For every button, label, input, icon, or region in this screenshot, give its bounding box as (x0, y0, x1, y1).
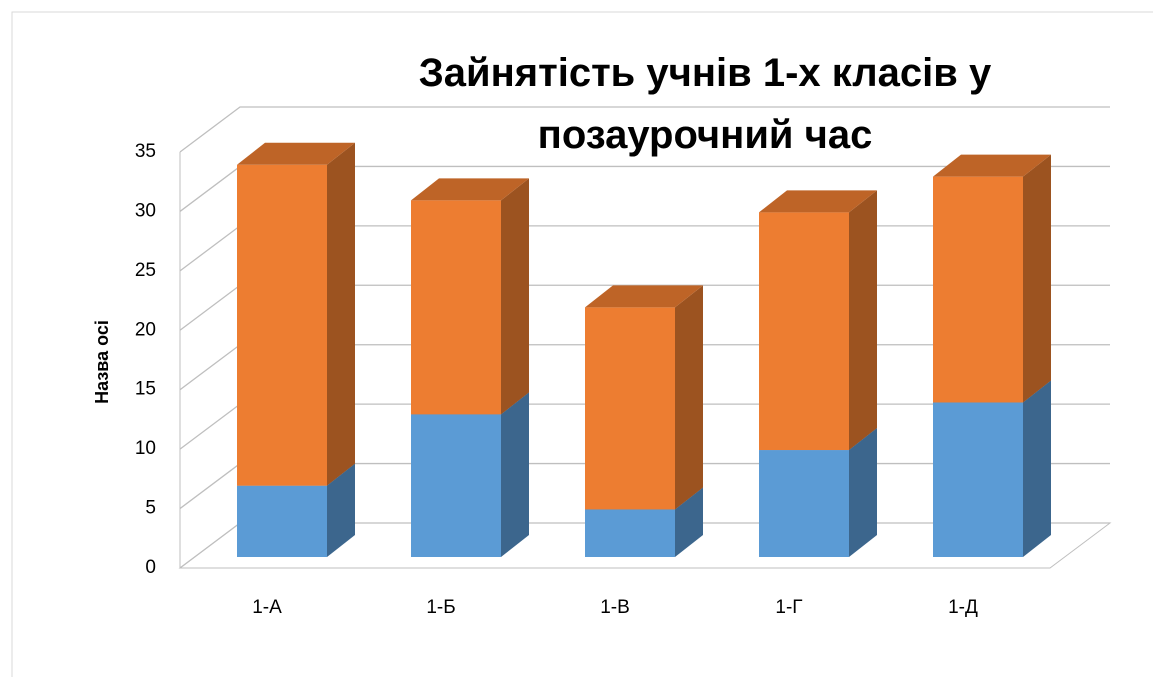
bar-top (411, 178, 529, 201)
y-tick-label: 20 (135, 319, 156, 340)
bar-segment (237, 164, 327, 486)
x-tick-label: 1-А (252, 597, 282, 618)
y-tick-label: 30 (135, 200, 156, 221)
bar-top (759, 190, 877, 213)
y-tick-label: 5 (145, 498, 156, 519)
bar-segment (585, 307, 675, 510)
y-tick-label: 0 (145, 557, 156, 578)
bar-side (501, 392, 529, 557)
y-axis-title: Назва осі (92, 320, 112, 404)
bar-side (327, 463, 355, 557)
bar-segment (759, 212, 849, 451)
bar-side (1023, 154, 1051, 403)
bar-segment (933, 402, 1023, 557)
chart-frame (11, 11, 1153, 677)
y-tick-label: 35 (135, 141, 156, 162)
y-tick-label: 25 (135, 260, 156, 281)
x-tick-label: 1-Б (426, 597, 455, 618)
chart-title: Зайнятість учнів 1-х класів у позаурочни… (418, 51, 992, 157)
bar-side (501, 178, 529, 415)
x-tick-label: 1-Г (775, 597, 802, 618)
bar-top (585, 285, 703, 308)
bar-side (849, 190, 877, 451)
grid-line (179, 106, 1110, 153)
y-tick-label: 10 (135, 438, 156, 459)
y-tick-label: 15 (135, 379, 156, 400)
bar-segment (237, 485, 327, 557)
x-tick-label: 1-В (600, 597, 630, 618)
bar-segment (411, 414, 501, 557)
bar-segment (759, 450, 849, 557)
bar-side (675, 487, 703, 557)
bar-top (237, 142, 355, 165)
bar-side (675, 285, 703, 510)
bar-side (1023, 380, 1051, 557)
bar-side (327, 142, 355, 486)
bar-segment (411, 200, 501, 415)
bar-top (933, 154, 1051, 177)
bar-segment (585, 509, 675, 557)
bar-segment (933, 176, 1023, 403)
x-tick-label: 1-Д (948, 597, 978, 618)
bar-side (849, 428, 877, 557)
